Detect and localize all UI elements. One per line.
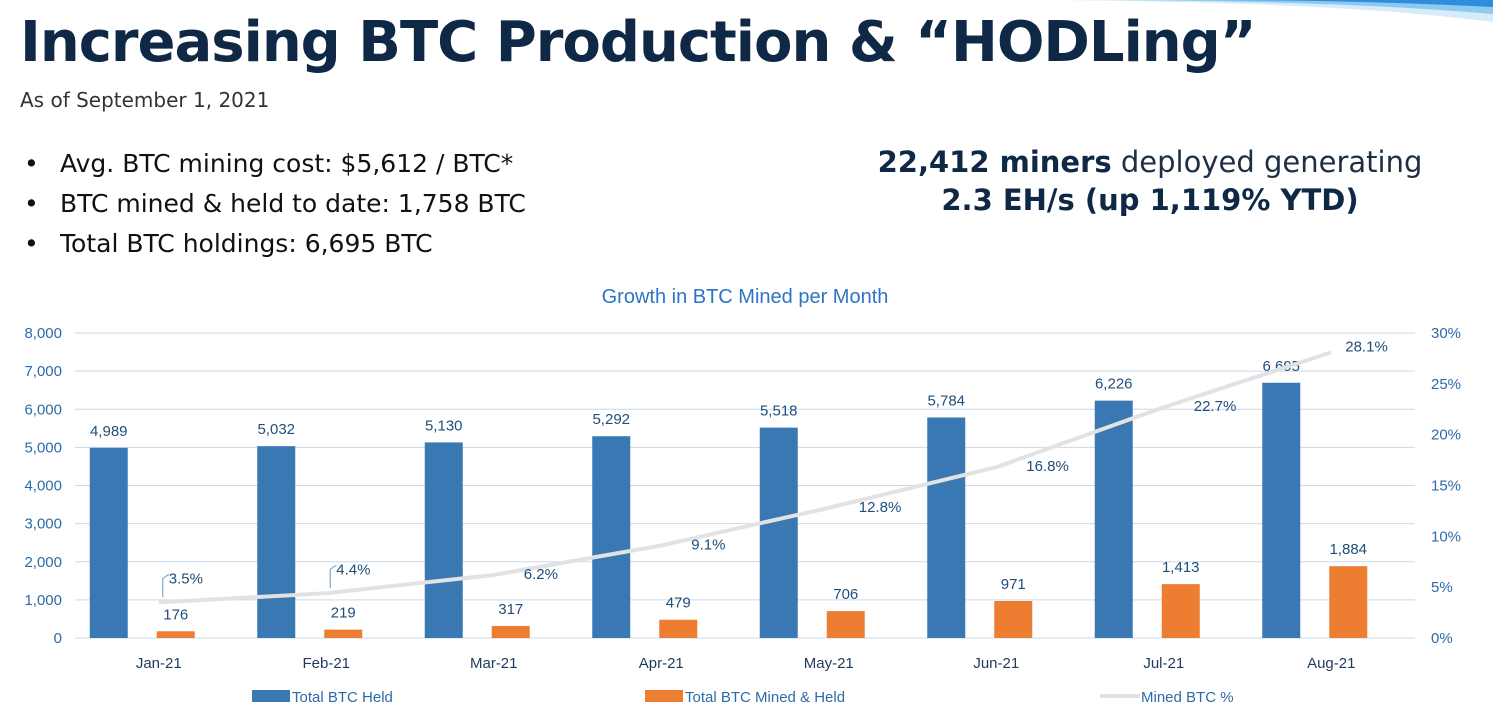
- bar-total-btc-held: [89, 447, 128, 638]
- x-tick-label: Apr-21: [639, 655, 684, 672]
- data-label-total-btc-held: 5,032: [257, 421, 295, 438]
- data-label-total-btc-mined-held: 1,413: [1162, 559, 1200, 576]
- btc-growth-chart: Growth in BTC Mined per Month 0 1,000 2,000…: [24, 286, 1461, 706]
- bar-total-btc-mined-held: [1329, 566, 1368, 638]
- bar-total-btc-mined-held: [826, 611, 865, 638]
- y2-tick-label: 25%: [1431, 376, 1461, 393]
- key-metrics-list: Avg. BTC mining cost: $5,612 / BTC* BTC …: [22, 144, 526, 264]
- y2-tick-label: 5%: [1431, 579, 1453, 596]
- x-tick-label: Jun-21: [973, 655, 1019, 672]
- legend-label-total-btc-mined-held: Total BTC Mined & Held: [685, 689, 845, 706]
- line-mined-btc-pct: [158, 350, 1332, 605]
- y-tick-label: 1,000: [24, 592, 62, 609]
- callout-leader-line: [162, 573, 170, 598]
- x-tick-label: Aug-21: [1307, 655, 1355, 672]
- page-title: Increasing BTC Production & “HODLing”: [20, 10, 1257, 75]
- bar-total-btc-held: [592, 436, 631, 638]
- y2-tick-label: 30%: [1431, 325, 1461, 342]
- data-label-total-btc-mined-held: 706: [833, 586, 858, 603]
- miners-count: 22,412 miners: [877, 145, 1112, 179]
- y2-tick-label: 15%: [1431, 478, 1461, 495]
- data-label-total-btc-mined-held: 176: [163, 606, 188, 623]
- legend-swatch-total-btc-mined-held: [645, 690, 683, 702]
- data-label-mined-btc-pct: 22.7%: [1194, 398, 1237, 415]
- x-tick-label: Jan-21: [136, 655, 182, 672]
- x-tick-label: Mar-21: [470, 655, 518, 672]
- data-label-mined-btc-pct: 9.1%: [691, 536, 725, 553]
- data-label-mined-btc-pct: 6.2%: [524, 566, 558, 583]
- callout-leader-line: [329, 564, 337, 589]
- bar-total-btc-held: [759, 427, 798, 638]
- bar-total-btc-held: [1262, 382, 1301, 638]
- data-label-mined-btc-pct: 28.1%: [1345, 338, 1388, 355]
- corner-swoosh-decoration: [1053, 0, 1493, 22]
- miners-text: deployed generating: [1111, 145, 1423, 179]
- hashrate-line: 2.3 EH/s (up 1,119% YTD): [941, 183, 1359, 217]
- bullet-mining-cost: Avg. BTC mining cost: $5,612 / BTC*: [22, 144, 526, 184]
- bar-total-btc-mined-held: [324, 629, 363, 638]
- page-subtitle: As of September 1, 2021: [20, 88, 270, 112]
- data-label-total-btc-mined-held: 219: [331, 605, 356, 622]
- data-label-total-btc-mined-held: 1,884: [1329, 541, 1367, 558]
- y-tick-label: 5,000: [24, 439, 62, 456]
- miners-line: 22,412 miners deployed generating: [840, 143, 1460, 181]
- bullet-total-holdings: Total BTC holdings: 6,695 BTC: [22, 224, 526, 264]
- legend-label-total-btc-held: Total BTC Held: [292, 689, 393, 706]
- data-label-total-btc-mined-held: 317: [498, 601, 523, 618]
- bar-total-btc-held: [1094, 400, 1133, 638]
- data-label-total-btc-mined-held: 971: [1001, 576, 1026, 593]
- bullet-btc-mined-held: BTC mined & held to date: 1,758 BTC: [22, 184, 526, 224]
- y-tick-label: 4,000: [24, 478, 62, 495]
- data-label-total-btc-held: 5,784: [927, 392, 965, 409]
- miners-summary: 22,412 miners deployed generating 2.3 EH…: [840, 143, 1460, 219]
- data-label-mined-btc-pct: 3.5%: [169, 570, 203, 587]
- bar-total-btc-mined-held: [1161, 584, 1200, 638]
- x-tick-label: Feb-21: [302, 655, 350, 672]
- legend-swatch-total-btc-held: [252, 690, 290, 702]
- y-tick-label: 2,000: [24, 554, 62, 571]
- y-tick-label: 6,000: [24, 401, 62, 418]
- x-tick-label: May-21: [804, 655, 854, 672]
- data-label-total-btc-held: 5,292: [592, 411, 630, 428]
- bar-total-btc-held: [257, 446, 296, 638]
- x-tick-label: Jul-21: [1143, 655, 1184, 672]
- data-label-total-btc-held: 5,518: [760, 403, 798, 420]
- bar-total-btc-held: [927, 417, 966, 638]
- y2-tick-label: 20%: [1431, 427, 1461, 444]
- bar-total-btc-held: [424, 442, 463, 638]
- data-label-total-btc-mined-held: 479: [666, 595, 691, 612]
- y-tick-label: 0: [54, 630, 62, 647]
- bar-total-btc-mined-held: [156, 631, 195, 638]
- y-tick-label: 7,000: [24, 363, 62, 380]
- data-label-mined-btc-pct: 12.8%: [859, 499, 902, 516]
- data-label-total-btc-held: 5,130: [425, 417, 463, 434]
- data-label-mined-btc-pct: 4.4%: [336, 561, 370, 578]
- y2-tick-label: 0%: [1431, 630, 1453, 647]
- data-label-total-btc-held: 6,226: [1095, 376, 1133, 393]
- legend-label-mined-btc-pct: Mined BTC %: [1141, 689, 1234, 706]
- y-tick-label: 3,000: [24, 516, 62, 533]
- chart-title: Growth in BTC Mined per Month: [602, 286, 889, 308]
- data-label-mined-btc-pct: 16.8%: [1026, 458, 1069, 475]
- y2-tick-label: 10%: [1431, 528, 1461, 545]
- bar-total-btc-mined-held: [491, 625, 530, 638]
- y-tick-label: 8,000: [24, 325, 62, 342]
- bar-total-btc-mined-held: [994, 600, 1033, 638]
- bar-total-btc-mined-held: [659, 619, 698, 638]
- data-label-total-btc-held: 4,989: [90, 423, 128, 440]
